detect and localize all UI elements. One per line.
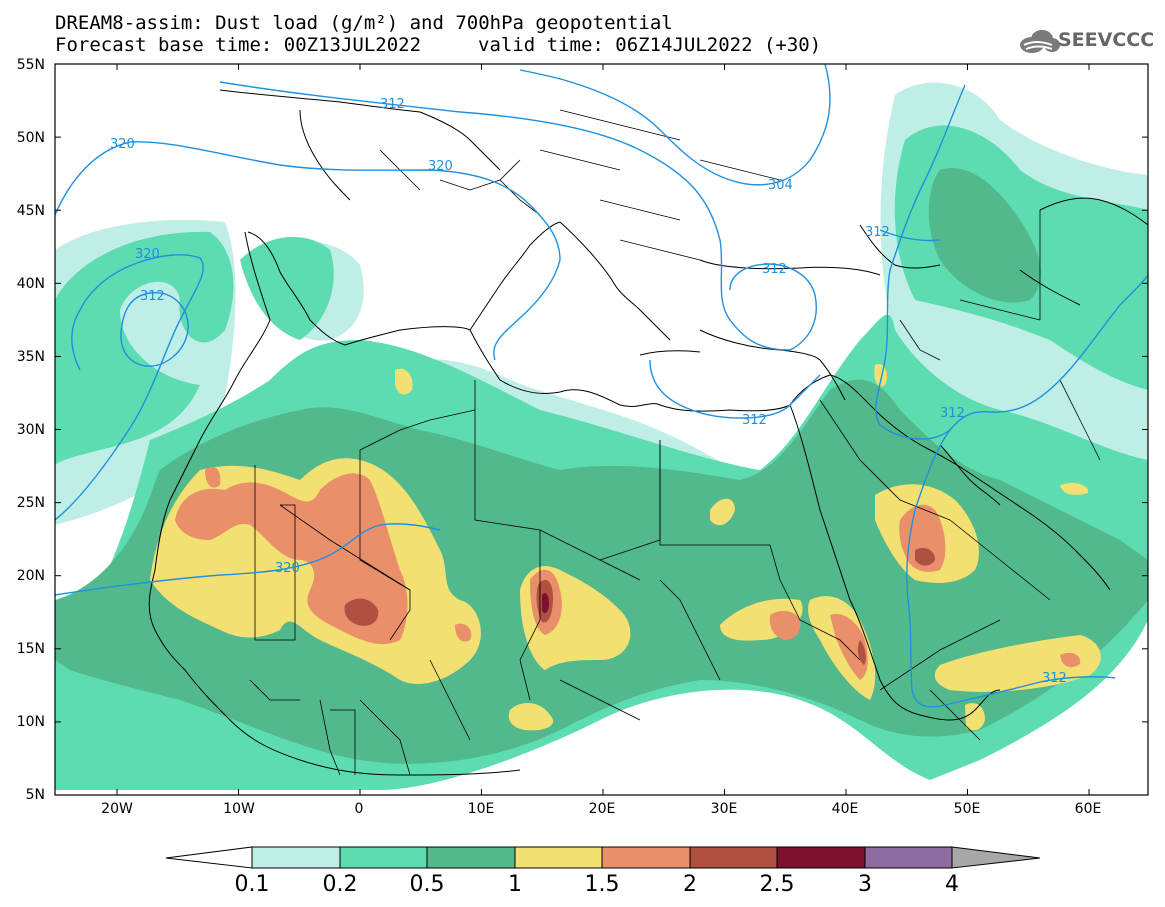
coastlines-borders: [148, 89, 1148, 776]
lat-label: 25N: [16, 495, 45, 511]
contour-label: 312: [762, 262, 787, 277]
lat-label: 40N: [16, 276, 45, 292]
lon-label: 10E: [467, 801, 495, 817]
contour-label: 312: [1042, 671, 1067, 686]
colorbar-label: 3: [858, 872, 872, 897]
colorbar-low-arrow: [165, 846, 253, 869]
colorbar-label: 2.5: [759, 872, 795, 897]
lat-label: 5N: [25, 787, 45, 803]
colorbar-swatch-1-1.5: [514, 846, 603, 869]
colorbar-swatch-0.5-1: [426, 846, 516, 869]
colorbar-label: 1.5: [584, 872, 620, 897]
contour-label: 320: [275, 561, 300, 576]
lon-label: 40E: [831, 801, 859, 817]
lat-label: 30N: [16, 422, 45, 438]
lat-label: 50N: [16, 130, 45, 146]
lat-label: 35N: [16, 349, 45, 365]
lon-label: 50E: [953, 801, 981, 817]
lat-label: 55N: [16, 57, 45, 73]
contour-label: 320: [135, 247, 160, 262]
lon-label: 60E: [1074, 801, 1102, 817]
colorbar: [165, 846, 1041, 869]
colorbar-label: 0.1: [234, 872, 270, 897]
lat-label: 15N: [16, 641, 45, 657]
contour-label: 320: [110, 137, 135, 152]
colorbar-swatch-2-2.5: [689, 846, 778, 869]
lon-label: 20W: [101, 801, 133, 817]
lat-label: 10N: [16, 714, 45, 730]
colorbar-high-arrow: [951, 846, 1041, 869]
contour-label: 312: [940, 406, 965, 421]
lat-label: 20N: [16, 568, 45, 584]
colorbar-label: 0.2: [322, 872, 358, 897]
contour-label: 304: [768, 178, 793, 193]
lon-label: 10W: [223, 801, 255, 817]
contour-label: 312: [140, 289, 165, 304]
colorbar-swatch-0.2-0.5: [339, 846, 428, 869]
lon-label: 20E: [588, 801, 616, 817]
contour-label: 312: [865, 225, 890, 240]
axis-ticks: [55, 63, 1148, 796]
country-borders: [249, 109, 1101, 776]
colorbar-label: 4: [945, 872, 959, 897]
geopotential-labels: 312 320 320 320 312 320 304 312 312 312 …: [110, 97, 1067, 686]
contour-label: 312: [742, 413, 767, 428]
colorbar-swatch-3-4: [864, 846, 953, 869]
geopotential-contours: [55, 64, 1148, 708]
map-title: DREAM8-assim: Dust load (g/m²) and 700hP…: [55, 12, 673, 34]
colorbar-swatch-1.5-2: [601, 846, 691, 869]
lon-label: 0: [354, 801, 364, 817]
colorbar-swatch-2.5-3: [776, 846, 866, 869]
seevccc-cloud-logo-icon: [1020, 30, 1060, 53]
colorbar-label: 1: [508, 872, 522, 897]
colorbar-label: 2: [683, 872, 697, 897]
colorbar-label: 0.5: [409, 872, 445, 897]
logo-text: SEEVCCC: [1058, 29, 1155, 51]
lat-label: 45N: [16, 203, 45, 219]
contour-label: 320: [428, 159, 453, 174]
dust-contour-2.5: [542, 593, 549, 614]
lon-label: 30E: [710, 801, 738, 817]
valid-time: valid time: 06Z14JUL2022 (+30): [478, 34, 822, 56]
forecast-base-time: Forecast base time: 00Z13JUL2022: [55, 34, 422, 56]
colorbar-swatch-0.1-0.2: [251, 846, 341, 869]
contour-label: 312: [380, 97, 405, 112]
